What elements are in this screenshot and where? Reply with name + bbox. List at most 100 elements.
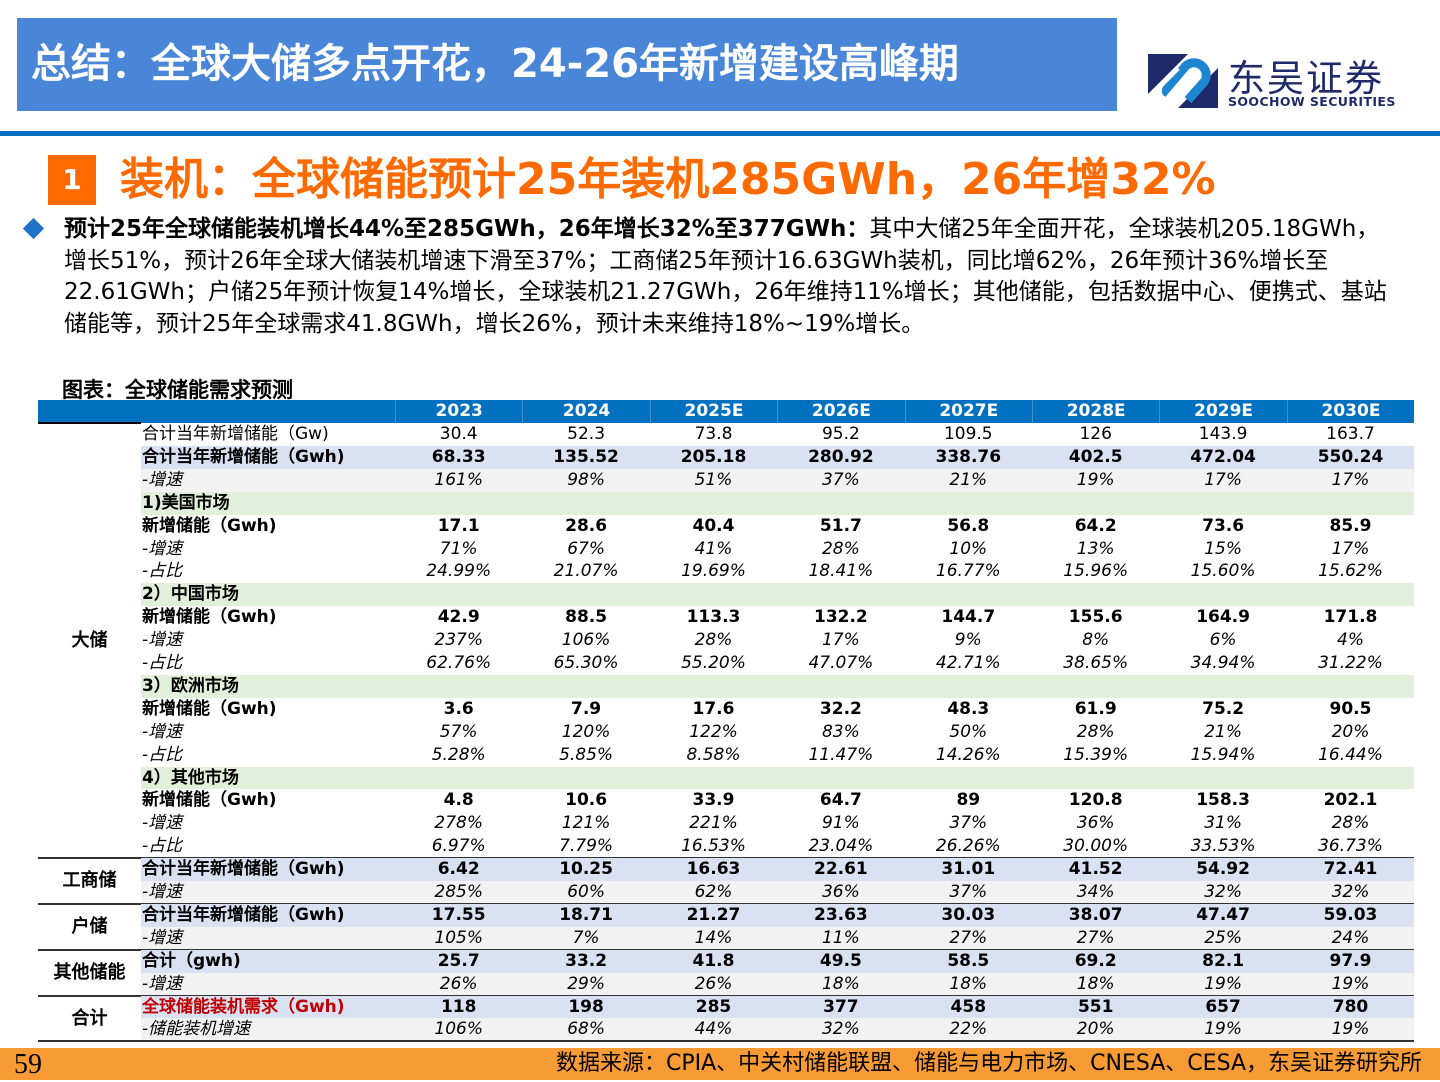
table-row: 全球储能装机需求（Gwh) 118 198 285 377 458 551 657 780 [141,995,1414,1019]
table-cell: 34.94% [1190,653,1256,673]
table-cell: 51% [694,469,733,490]
table-cell: 15% [1204,538,1242,559]
row-label: 2）中国市场 [142,584,239,605]
table-cell: 32% [821,1019,860,1040]
table-cell: 32% [1204,882,1242,902]
table-cell: 58.5 [947,950,990,971]
table-cell: 126 [1079,424,1112,444]
table-cell: 32.2 [819,698,862,719]
table-cell: 26.26% [935,836,1001,857]
table-cell: 95.2 [821,424,860,444]
table-cell: 10.25 [559,859,613,880]
table-cell: 402.5 [1068,446,1123,467]
table-cell: 17% [1331,538,1370,559]
row-label: -增速 [142,630,183,651]
table-cell: 5.28% [431,744,486,765]
table-cell: 7.79% [559,836,614,857]
table-cell: 13% [1076,538,1115,559]
table-cell: 16.77% [935,561,1001,582]
table-cell: 41% [694,538,733,559]
table-row: 合计当年新增储能（Gw) 30.4 52.3 73.8 95.2 109.5 126 143.… [141,423,1414,446]
data-source: 数据来源：CPIA、中关村储能联盟、储能与电力市场、CNESA、CESA，东吴证… [556,1051,1422,1076]
table-cell: 237% [434,630,483,651]
row-label: 合计当年新增储能（Gwh) [142,859,345,880]
diamond-bullet-icon [22,217,45,240]
table-cell: 31.01 [941,859,996,880]
table-cell: 657 [1205,996,1241,1017]
table-row: 4）其他市场 [141,766,1414,790]
table-cell: 31% [1204,813,1242,834]
table-row: -占比 62.76% 65.30% 55.20% 47.07% 42.71% 38.65% 3… [141,652,1414,675]
table-cell: 25.7 [437,950,480,971]
table-cell: 22% [949,1019,988,1040]
table-cell: 6.97% [431,836,486,857]
table-cell: 202.1 [1323,790,1378,811]
table-cell: 14% [694,927,733,948]
table-cell: 20% [1331,721,1370,742]
table-cell: 10% [949,538,988,559]
table-cell: 19% [1204,1019,1242,1040]
table-cell: 67% [567,538,605,559]
table-cell: 37% [821,469,860,490]
table-cell: 17% [1204,469,1242,490]
table-cell: 52.3 [567,424,606,444]
table-cell: 8.58% [686,744,741,765]
table-cell: 28.6 [565,515,608,536]
table-cell: 377 [823,996,859,1017]
table-cell: 73.8 [694,424,733,444]
table-cell: 11.47% [808,744,874,765]
table-cell: 49.5 [819,950,862,971]
table-cell: 26% [439,973,478,994]
row-label: 新增储能（Gwh) [142,698,277,719]
table-cell: 83% [821,721,860,742]
table-cell: 30.4 [439,424,478,444]
table-cell: 44% [694,1019,733,1040]
table-cell: 15.94% [1190,744,1256,765]
table-cell: 551 [1077,996,1114,1017]
table-cell: 16.53% [681,836,746,857]
table-cell: 27% [949,927,988,948]
table-cell: 17.6 [692,698,735,719]
year-header: 2023 [395,400,522,423]
table-cell: 19% [1331,973,1370,994]
table-cell: 91% [821,813,860,834]
table-cell: 15.96% [1063,561,1129,582]
table-cell: 28% [1076,721,1115,742]
table-cell: 33.53% [1190,836,1256,857]
table-row: 新增储能（Gwh) 42.9 88.5 113.3 132.2 144.7 155.6 164… [141,606,1414,630]
table-cell: 780 [1332,996,1369,1017]
row-label: -增速 [142,721,183,742]
table-cell: 21.07% [553,561,619,582]
table-cell: 47.07% [808,653,874,673]
table-caption: 图表：全球储能需求预测 [62,378,293,402]
row-label: -增速 [142,927,183,948]
section-number: 1 [48,155,96,205]
table-cell: 41.8 [692,950,735,971]
row-label: -增速 [142,813,183,834]
table-cell: 48.3 [947,698,990,719]
row-label: 新增储能（Gwh) [142,607,277,628]
table-cell: 16.44% [1318,744,1383,765]
row-label: -增速 [142,973,183,994]
table-cell: 285 [695,996,732,1017]
table-row: 新增储能（Gwh) 17.1 28.6 40.4 51.7 56.8 64.2 73.6 85.… [141,514,1414,538]
table-row: 新增储能（Gwh) 3.6 7.9 17.6 32.2 48.3 61.9 75.2 90.5 [141,697,1414,721]
table-cell: 458 [950,996,987,1017]
logo-text-cn: 东吴证券 [1228,57,1384,100]
table-cell: 472.04 [1190,446,1256,467]
table-row: 1)美国市场 [141,491,1414,515]
table-cell: 65.30% [553,653,619,673]
table-row: -增速 285% 60% 62% 36% 37% 34% 32% 32% [141,881,1414,904]
table-cell: 121% [561,813,611,834]
table-cell: 7% [572,927,600,948]
row-label: -占比 [142,836,183,857]
table-cell: 73.6 [1202,515,1245,536]
table-cell: 15.62% [1318,561,1383,582]
table-row: 2）中国市场 [141,583,1414,607]
row-label: -储能装机增速 [142,1019,251,1040]
table-cell: 69.2 [1074,950,1117,971]
table-row: -增速 237% 106% 28% 17% 9% 8% 6% 4% [141,629,1414,652]
header-underline [38,422,141,424]
table-cell: 122% [689,721,738,742]
table-cell: 71% [439,538,478,559]
